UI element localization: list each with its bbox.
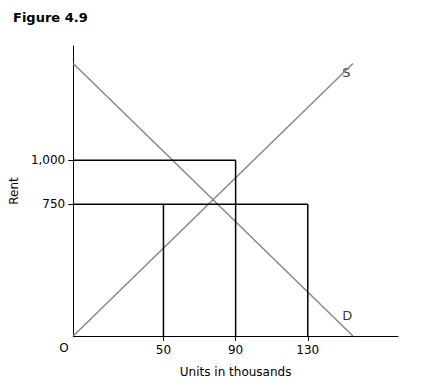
svg-text:S: S	[342, 64, 351, 80]
svg-text:90: 90	[228, 343, 243, 357]
svg-text:1,000: 1,000	[31, 153, 65, 167]
svg-text:750: 750	[42, 197, 65, 211]
svg-text:Figure 4.9: Figure 4.9	[13, 10, 88, 25]
svg-text:130: 130	[296, 343, 319, 357]
svg-text:Rent: Rent	[7, 177, 21, 205]
svg-text:Units in thousands: Units in thousands	[180, 365, 292, 379]
svg-text:O: O	[59, 341, 68, 355]
svg-text:D: D	[342, 308, 352, 323]
svg-text:50: 50	[156, 343, 171, 357]
